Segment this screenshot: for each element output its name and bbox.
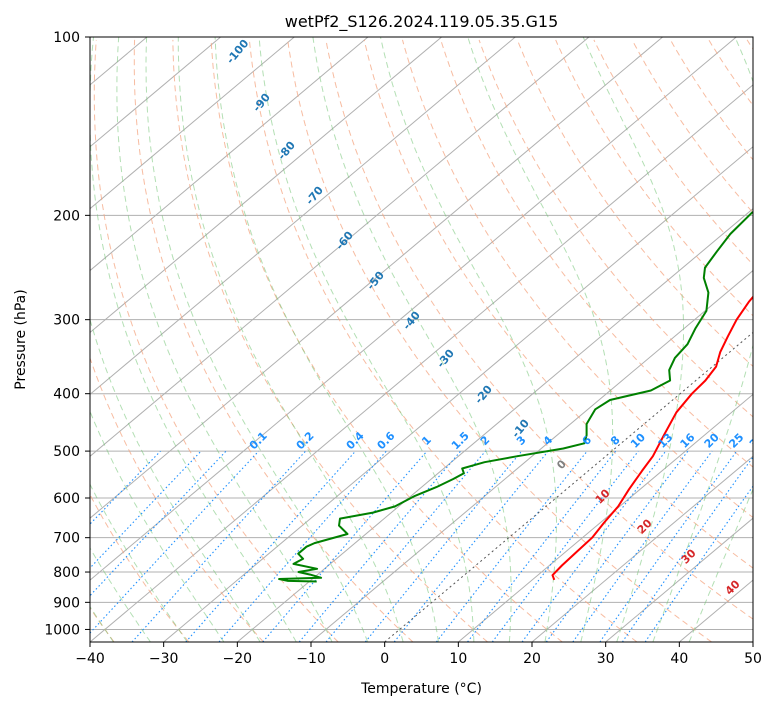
- isotherm-line: [90, 37, 295, 210]
- plot-frame: [89, 36, 754, 643]
- dry-adiabat: [93, 39, 339, 642]
- isotherm-line: [90, 37, 369, 272]
- mixing-ratio-line: [90, 450, 260, 634]
- isotherm-line: [163, 146, 753, 642]
- dry-adiabat: [440, 39, 753, 468]
- x-tick-label: 10: [449, 651, 467, 667]
- dry-adiabat: [133, 39, 414, 642]
- sounding-profiles: [278, 210, 753, 583]
- x-tick-label: −40: [75, 651, 105, 667]
- isotherm-line: [90, 37, 663, 519]
- dry-adiabat: [90, 493, 190, 642]
- moist-adiabat: [90, 483, 188, 642]
- y-tick-label: 800: [53, 565, 80, 581]
- x-tick-label: 0: [380, 651, 389, 667]
- mixing-ratio-lines: [90, 450, 753, 642]
- x-tick-label: 50: [744, 651, 762, 667]
- mixing-ratio-label: 30: [747, 430, 767, 450]
- dry-adiabat: [248, 39, 638, 642]
- isobar-gridlines: [90, 37, 753, 630]
- y-tick-label: 300: [53, 313, 80, 329]
- dewpoint-line: [278, 210, 753, 583]
- mixing-ratio-line: [491, 450, 639, 642]
- isotherm-line: [605, 517, 753, 642]
- mixing-ratio-line: [218, 450, 387, 642]
- chart-title: wetPf2_S126.2024.119.05.35.G15: [285, 12, 559, 32]
- y-tick-label: 500: [53, 444, 80, 460]
- x-tick-label: −30: [149, 651, 179, 667]
- moist-adiabat: [90, 37, 297, 642]
- isotherm-line: [237, 208, 753, 642]
- mixing-ratio-line: [325, 450, 486, 642]
- mixing-ratio-line: [521, 450, 667, 642]
- mixing-ratio-line: [644, 485, 753, 642]
- moist-adiabat: [258, 37, 475, 642]
- mixing-ratio-line: [298, 450, 462, 642]
- mixing-ratio-line: [364, 450, 523, 642]
- dry-adiabat: [325, 39, 753, 620]
- dry-adiabat: [172, 39, 488, 642]
- y-axis-ticks: 100 200 300 400 500 600 700 800 900 1000: [44, 30, 90, 638]
- moist-adiabat: [467, 37, 614, 642]
- mixing-ratio-line: [572, 450, 713, 642]
- moist-adiabat: [177, 37, 404, 642]
- isotherm-line: [90, 37, 221, 148]
- dry-adiabat: [363, 39, 753, 569]
- moist-adiabat: [380, 37, 557, 642]
- x-axis-ticks: −40 −30 −20 −10 0 10 20 30 40 50: [75, 642, 762, 667]
- y-axis-label: Pressure (hPa): [13, 289, 29, 389]
- y-tick-label: 100: [53, 30, 80, 46]
- y-tick-label: 400: [53, 387, 80, 403]
- x-tick-label: 40: [670, 651, 688, 667]
- moist-adiabat: [652, 37, 753, 642]
- isotherm-line: [458, 393, 753, 642]
- isotherm-line: [90, 37, 737, 581]
- mixing-ratio-line: [185, 450, 356, 642]
- zero-isotherm: [384, 331, 753, 642]
- dry-adiabat: [287, 39, 712, 642]
- plot-area: -100-90-80-70-60-50-40-30-20-100.1 0.2 0.4…: [90, 37, 767, 642]
- moist-adiabat: [312, 37, 512, 642]
- isotherm-line: [90, 37, 590, 457]
- moist-adiabat: [90, 546, 151, 642]
- moist-adiabat: [214, 37, 439, 642]
- x-tick-label: −10: [296, 651, 326, 667]
- moist-adiabat: [688, 488, 753, 642]
- isotherm-line: [531, 455, 753, 642]
- dry-adiabat: [631, 39, 753, 214]
- x-tick-label: 20: [523, 651, 541, 667]
- mixing-ratio-line: [393, 450, 549, 642]
- x-tick-label: 30: [597, 651, 615, 667]
- moist-adiabat: [116, 37, 333, 642]
- y-tick-label: 600: [53, 491, 80, 507]
- moist-adiabat: [90, 317, 261, 642]
- moist-adiabat: [90, 410, 225, 642]
- mixing-ratio-line: [545, 450, 689, 642]
- y-tick-label: 900: [53, 595, 80, 611]
- y-tick-label: 200: [53, 208, 80, 224]
- isotherm-line: [90, 37, 516, 396]
- mixing-ratio-line: [131, 450, 307, 642]
- isotherm-line: [90, 37, 442, 334]
- y-tick-label: 700: [53, 531, 80, 547]
- x-axis-label: Temperature (°C): [360, 681, 482, 697]
- dry-adiabat: [478, 39, 753, 418]
- moist-adiabat: [145, 37, 369, 642]
- mixing-ratio-line: [621, 456, 753, 642]
- skewed-isotherms: [90, 37, 753, 642]
- y-tick-label: 1000: [44, 622, 80, 638]
- x-tick-label: −20: [223, 651, 253, 667]
- dry-adiabat: [555, 39, 753, 317]
- isotherm-zero-line: [384, 331, 753, 642]
- mixing-ratio-line: [599, 450, 738, 642]
- temperature-line: [551, 295, 753, 581]
- isotherm-line: [90, 84, 753, 642]
- mixing-ratio-line: [90, 450, 161, 525]
